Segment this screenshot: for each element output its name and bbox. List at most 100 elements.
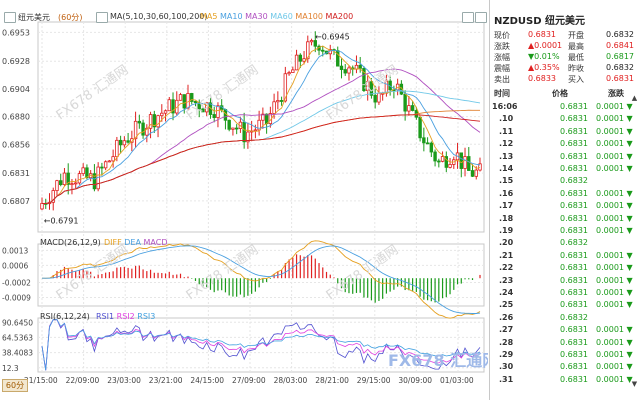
rsi-tick-label: 38.4083 — [2, 349, 33, 358]
time-tick-label: 28/21:00 — [315, 376, 349, 385]
candle-body — [302, 58, 306, 62]
tick-change: 0.0001 ▼ — [596, 164, 633, 173]
candle-body — [107, 160, 112, 163]
scroll-up-button[interactable]: ▲ — [631, 94, 638, 102]
tick-time: .15 — [499, 176, 514, 186]
candle-body — [167, 99, 171, 112]
candle-body — [478, 163, 482, 171]
macd-params: MACD(26,12,9) — [40, 238, 101, 247]
candle-body — [407, 105, 411, 112]
price-tick-label: 0.6904 — [2, 85, 30, 94]
tick-change: 0.0001 ▼ — [596, 362, 633, 372]
tick-change: 0.0001 ▼ — [596, 102, 633, 111]
quote-row: 现价 0.6831 开盘 0.6832 — [494, 30, 637, 41]
minus-icon[interactable] — [462, 12, 474, 23]
ma-legend-item: MA60 — [270, 12, 296, 21]
tick-price: 0.6831 — [560, 325, 588, 335]
candle-body — [440, 156, 445, 162]
scroll-down-button[interactable]: ▼ — [631, 380, 638, 388]
candle-body — [463, 156, 467, 169]
candle-body — [459, 152, 463, 169]
quote-value: 0.6833 — [528, 74, 556, 83]
tick-row: .31 0.6831 0.0001 ▼ — [490, 375, 640, 386]
price-tick-label: 0.6880 — [2, 113, 30, 122]
tick-change: 0.0001 ▼ — [596, 374, 633, 384]
tick-price: 0.6831 — [560, 188, 588, 198]
tick-time: .13 — [499, 151, 514, 161]
tick-price: 0.6831 — [560, 288, 588, 297]
candle-body — [193, 101, 198, 103]
tick-time: .11 — [499, 126, 514, 136]
ma-legend-item: MA10 — [220, 12, 246, 21]
tick-row: .14 0.6831 0.0001 ▼ — [490, 164, 640, 175]
tick-change: 0.0001 ▼ — [596, 213, 633, 223]
tick-time: .24 — [499, 288, 514, 297]
tick-price: 0.6832 — [560, 312, 588, 322]
settings-icon[interactable] — [96, 12, 108, 23]
candle-body — [126, 140, 130, 143]
quote-value: 0.6832 — [606, 63, 634, 72]
candle-body — [470, 170, 475, 177]
tick-row: .18 0.6831 0.0001 ▼ — [490, 214, 640, 225]
quote-label: 买入 — [568, 75, 584, 84]
quote-value: ▼0.01% — [528, 52, 560, 61]
quote-label: 卖出 — [494, 75, 510, 84]
candle-body — [313, 40, 317, 47]
quote-label: 现价 — [494, 31, 510, 40]
candle-body — [291, 69, 295, 73]
tick-time: .21 — [499, 250, 514, 260]
macd-tick-label: 0.0006 — [2, 261, 28, 270]
candle-body — [279, 100, 284, 102]
tick-row: 16:06 0.6831 0.0001 ▼ — [490, 102, 640, 113]
rsi-line — [41, 319, 481, 371]
plus-icon[interactable] — [475, 12, 487, 23]
tick-row: .22 0.6831 0.0001 ▼ — [490, 263, 640, 274]
ma-line — [41, 49, 481, 204]
rsi-legend: RSI1 RSI2 RSI3 — [96, 312, 155, 321]
candle-body — [231, 127, 235, 130]
macd-tick-label: -0.0009 — [2, 293, 31, 302]
candle-body — [283, 73, 288, 102]
candle-body — [133, 120, 138, 140]
quote-value: ▲0.35% — [528, 63, 560, 72]
tick-price: 0.6832 — [560, 238, 588, 248]
tick-row: .16 0.6831 0.0001 ▼ — [490, 189, 640, 200]
time-tick-label: 23/03:00 — [107, 376, 141, 385]
candle-body — [343, 69, 347, 74]
candle-body — [425, 142, 430, 145]
tick-change: 0.0001 ▼ — [596, 188, 633, 198]
panel-frame — [37, 21, 485, 233]
tick-price: 0.6831 — [560, 139, 588, 149]
candle-body — [433, 151, 437, 162]
quote-value: 0.6817 — [606, 52, 634, 61]
candle-body — [55, 180, 59, 191]
tick-header: 时间 价格 涨跌 — [490, 88, 640, 99]
chart-area[interactable]: 0.6953 0.6928 0.6904 0.6880 0.6856 0.6831 0.68… — [0, 0, 488, 400]
time-tick-label: 22/09:00 — [66, 376, 100, 385]
ma-line — [41, 45, 481, 204]
tick-row: .25 0.6831 0.0001 ▼ — [490, 300, 640, 311]
candle-body — [410, 105, 415, 111]
tick-row: .12 0.6831 0.0001 ▼ — [490, 139, 640, 150]
time-tick-label: 23/21:00 — [149, 376, 183, 385]
symbol-label: 纽元美元 — [18, 13, 50, 22]
tick-change: 0.0001 ▼ — [596, 226, 633, 235]
chart-menu-icon[interactable] — [4, 12, 16, 23]
tick-row: .19 0.6831 0.0001 ▼ — [490, 226, 640, 237]
tick-price: 0.6831 — [560, 201, 588, 211]
quote-row: 卖出 0.6833 买入 0.6831 — [494, 74, 637, 85]
price-tick-label: 0.6953 — [2, 28, 30, 37]
watermark: FX678 汇通网 — [324, 243, 402, 304]
period-button[interactable]: 60分 — [2, 379, 28, 392]
candle-body — [118, 139, 123, 146]
tick-header-label: 价格 — [552, 89, 568, 98]
tick-time: .30 — [499, 362, 514, 372]
candle-body — [212, 114, 216, 118]
candlestick-chart[interactable]: 0.6953 0.6928 0.6904 0.6880 0.6856 0.6831 0.68… — [0, 0, 488, 400]
tick-price: 0.6831 — [560, 374, 588, 384]
candle-body — [358, 64, 362, 69]
macd-legend: DIFF DEA MACD — [104, 238, 167, 247]
tick-change: 0.0001 ▼ — [596, 151, 633, 161]
tick-price: 0.6831 — [560, 102, 588, 111]
candle-body — [100, 166, 104, 169]
